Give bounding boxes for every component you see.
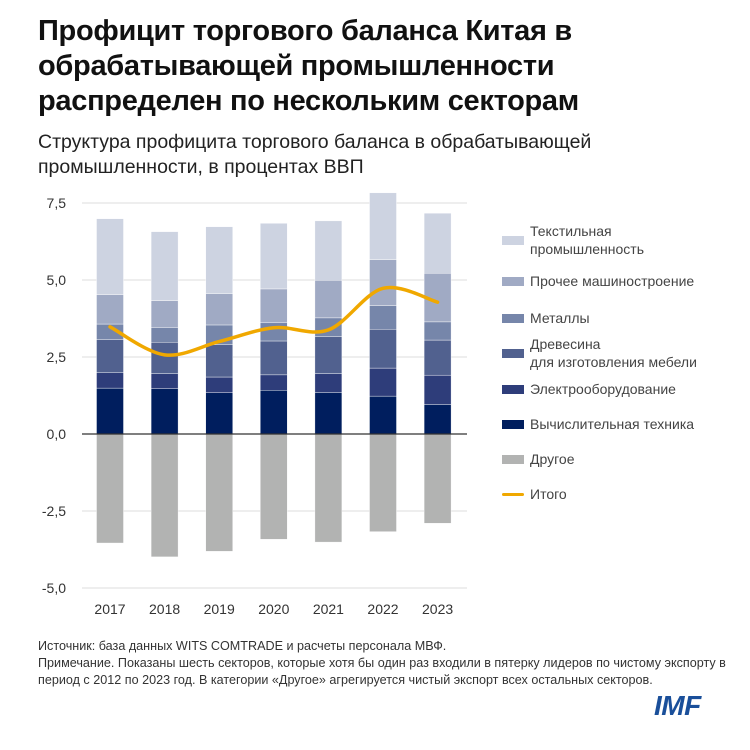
bar-segment [369, 259, 397, 306]
legend-label: Вычислительная техника [530, 416, 695, 432]
x-tick-label: 2023 [422, 601, 453, 617]
bar-segment [205, 344, 233, 378]
legend-label: Прочее машиностроение [530, 273, 695, 289]
bar-segment [423, 374, 452, 405]
bar-segment [150, 388, 179, 435]
x-tick-label: 2021 [313, 601, 344, 617]
legend-swatch [502, 348, 524, 358]
bar-segment [205, 376, 233, 393]
total-line [108, 285, 440, 357]
legend-label: Электрооборудование [530, 381, 676, 397]
bar-segment [369, 395, 397, 435]
bar-segment [260, 322, 288, 342]
bar-segment [96, 387, 124, 435]
bar-segment [96, 294, 124, 325]
bar-segment [260, 390, 288, 435]
bar-segment [150, 433, 179, 558]
legend-item: Прочее машиностроение [502, 272, 694, 290]
x-tick-label: 2020 [258, 601, 289, 617]
bar-segment [205, 226, 233, 294]
y-tick-label: 5,0 [47, 272, 67, 288]
bar-segment [150, 300, 179, 328]
legend-item: Вычислительная техника [502, 415, 694, 433]
legend-item: Металлы [502, 309, 590, 327]
legend-swatch [502, 384, 524, 394]
source-note: Источник: база данных WITS COMTRADE и ра… [38, 639, 447, 653]
legend-swatch [502, 419, 524, 429]
legend-swatch [502, 454, 524, 464]
bar-segment [369, 305, 397, 330]
bar-segment [260, 340, 288, 376]
legend-label: Металлы [530, 310, 590, 326]
x-tick-label: 2019 [204, 601, 235, 617]
bar-segment [423, 321, 452, 341]
bar-segment [96, 433, 124, 544]
legend-item: Другое [502, 450, 574, 468]
bar-segment [150, 231, 179, 301]
bar-segment [423, 433, 452, 524]
bar-segment [423, 212, 452, 274]
y-tick-label: 0,0 [47, 426, 67, 442]
bar-segment [150, 373, 179, 389]
bar-segment [314, 373, 343, 393]
y-tick-label: -2,5 [42, 503, 66, 519]
bar-segment [260, 288, 288, 324]
legend-line-swatch [502, 492, 524, 496]
y-tick-label: 7,5 [47, 195, 67, 211]
bar-segment [423, 404, 452, 435]
y-tick-label: 2,5 [47, 349, 67, 365]
chart-subtitle: Структура профицита торгового баланса в … [38, 131, 592, 178]
legend-item: Итого [502, 485, 567, 503]
legend-label: Итого [530, 486, 567, 502]
legend-item: Древесина для изготовления мебели [502, 335, 697, 371]
bar-segment [260, 223, 288, 290]
bar-segment [205, 293, 233, 326]
legend-label: Другое [530, 451, 575, 467]
legend-label: Текстильная промышленность [530, 223, 644, 257]
x-tick-label: 2017 [94, 601, 125, 617]
x-tick-label: 2018 [149, 601, 180, 617]
legend-label: Древесина для изготовления мебели [530, 336, 697, 370]
bar-segment [314, 433, 343, 543]
bar-segment [369, 367, 397, 397]
y-tick-label: -5,0 [42, 580, 66, 596]
footnote: Источник: база данных WITS COMTRADE и ра… [38, 638, 743, 689]
bar-segment [314, 317, 343, 337]
bar-segment [260, 433, 288, 540]
chart-title: Профицит торгового баланса Китая в обраб… [38, 15, 579, 117]
bar-segment [150, 342, 179, 374]
note-text: Примечание. Показаны шесть секторов, кот… [38, 656, 726, 687]
bar-segment [260, 374, 288, 391]
bar-segment [314, 220, 343, 281]
bar-segment [96, 339, 124, 373]
bar-segment [314, 392, 343, 435]
bar-segment [96, 218, 124, 295]
bar-segment [369, 329, 397, 369]
legend-item: Текстильная промышленность [502, 222, 644, 258]
bar-segment [314, 280, 343, 319]
legend-swatch [502, 276, 524, 286]
bar-segment [369, 192, 397, 260]
bar-segment [205, 392, 233, 435]
bar-segment [96, 372, 124, 389]
bar-segment [369, 433, 397, 532]
x-tick-label: 2022 [367, 601, 398, 617]
bar-segment [314, 336, 343, 374]
bar-segment [423, 339, 452, 376]
imf-logo: IMF [654, 690, 701, 721]
bar-segment [150, 327, 179, 343]
legend-swatch [502, 313, 524, 323]
legend-item: Электрооборудование [502, 380, 676, 398]
legend-swatch [502, 235, 524, 245]
bar-segment [205, 433, 233, 552]
